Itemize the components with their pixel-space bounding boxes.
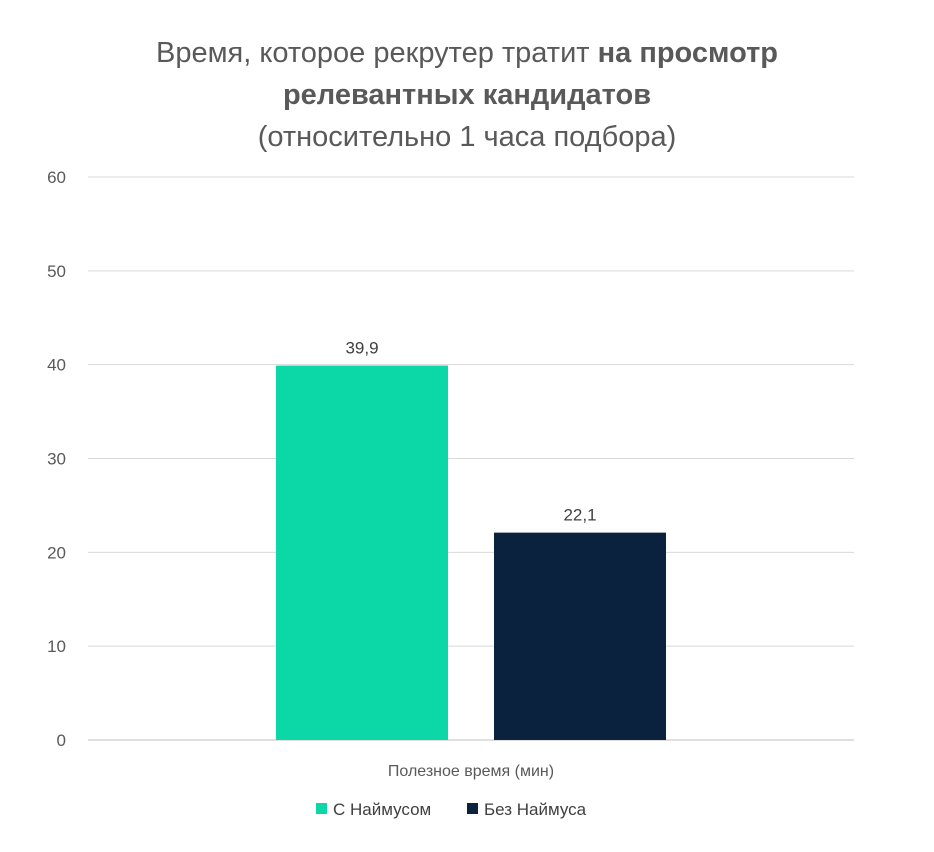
data-label: 39,9 xyxy=(345,339,378,358)
y-tick-label: 20 xyxy=(47,543,66,562)
data-label: 22,1 xyxy=(563,506,596,525)
bar xyxy=(494,532,666,740)
legend-label: С Наймусом xyxy=(333,800,431,819)
bars xyxy=(276,365,666,740)
y-tick-label: 50 xyxy=(47,262,66,281)
legend-swatch xyxy=(316,803,327,814)
bar xyxy=(276,365,448,740)
y-tick-label: 60 xyxy=(47,168,66,187)
data-labels: 39,9 22,1 xyxy=(345,339,596,525)
legend-swatch xyxy=(467,803,478,814)
y-axis-ticks: 0 10 20 30 40 50 60 xyxy=(47,168,66,750)
y-tick-label: 10 xyxy=(47,637,66,656)
gridlines xyxy=(88,176,854,741)
title-part-1: Время, которое рекрутер тратит xyxy=(155,37,598,69)
legend-label: Без Наймуса xyxy=(484,800,587,819)
title-line-1: Время, которое рекрутер тратит на просмо… xyxy=(0,32,934,74)
y-tick-label: 40 xyxy=(47,356,66,375)
title-line-2: релевантных кандидатов xyxy=(282,79,652,111)
x-category-label: Полезное время (мин) xyxy=(388,763,554,780)
chart-title: Время, которое рекрутер тратит на просмо… xyxy=(0,32,934,158)
title-part-2: на просмотр xyxy=(597,37,778,69)
legend: С Наймусом Без Наймуса xyxy=(316,800,587,819)
x-axis-categories: Полезное время (мин) xyxy=(388,763,554,780)
chart-subtitle: (относительно 1 часа подбора) xyxy=(257,121,677,153)
y-tick-label: 0 xyxy=(57,731,66,750)
y-tick-label: 30 xyxy=(47,450,66,469)
